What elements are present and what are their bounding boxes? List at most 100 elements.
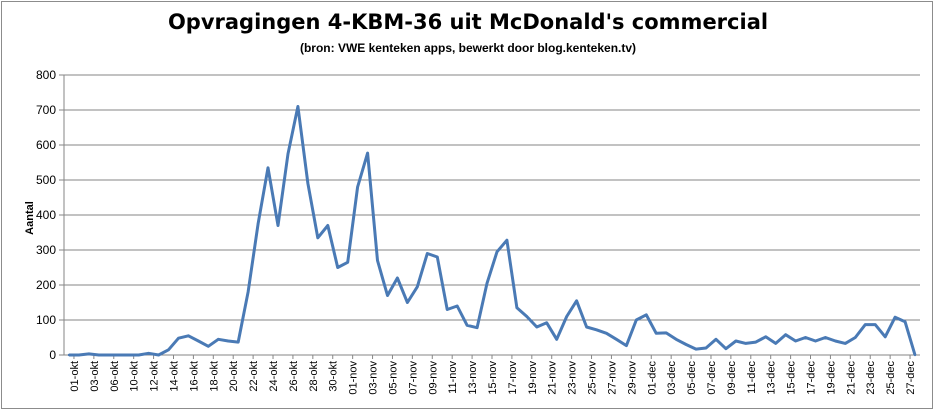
x-tick-label: 07-dec: [706, 361, 718, 395]
data-point: [515, 306, 519, 309]
data-point: [784, 333, 787, 336]
data-point: [625, 344, 628, 347]
series-line-path: [69, 105, 917, 357]
data-point: [545, 321, 548, 324]
data-point: [217, 338, 220, 341]
data-point: [754, 340, 757, 344]
data-point: [674, 338, 678, 341]
x-tick-label: 29-nov: [626, 361, 638, 395]
data-point: [804, 336, 807, 339]
data-point: [187, 334, 190, 337]
data-point: [286, 152, 290, 155]
x-tick-label: 25-dec: [885, 361, 897, 395]
data-point: [565, 315, 568, 318]
data-point: [495, 250, 499, 253]
data-point: [635, 318, 638, 322]
data-point: [296, 105, 300, 108]
data-point: [157, 353, 160, 357]
data-point: [884, 335, 887, 338]
data-point: [704, 346, 708, 350]
data-point: [67, 353, 71, 357]
data-point: [276, 224, 280, 227]
chart-title: Opvragingen 4-KBM-36 uit McDonald's comm…: [167, 10, 769, 34]
x-tick-label: 06-okt: [109, 361, 121, 392]
data-point: [167, 348, 170, 351]
series-line: [67, 105, 917, 357]
y-tick-label: 100: [36, 313, 56, 327]
x-tick-label: 14-okt: [169, 361, 181, 392]
x-tick-label: 17-nov: [507, 361, 519, 395]
data-point: [446, 308, 449, 311]
data-point: [376, 259, 379, 262]
data-point: [97, 353, 101, 357]
x-tick-label: 15-dec: [786, 361, 798, 395]
x-tick-label: 15-nov: [487, 361, 499, 395]
data-point: [893, 316, 897, 319]
data-point: [127, 353, 130, 357]
data-point: [336, 266, 339, 269]
x-tick-label: 01-dec: [646, 361, 658, 395]
data-point: [485, 282, 489, 285]
x-tick-label: 19-dec: [825, 361, 837, 395]
y-tick-label: 700: [36, 103, 56, 117]
data-point: [684, 343, 688, 346]
data-point: [694, 347, 698, 351]
data-point: [197, 339, 200, 343]
y-tick-label: 800: [36, 68, 56, 82]
x-tick-label: 05-nov: [388, 361, 400, 395]
x-tick-label: 19-nov: [527, 361, 539, 395]
data-point: [306, 182, 310, 185]
x-tick-label: 10-okt: [129, 361, 141, 392]
data-point: [864, 323, 867, 326]
data-point: [615, 338, 618, 341]
data-point: [525, 315, 528, 318]
x-tick-label: 13-dec: [766, 361, 778, 395]
data-point: [834, 339, 837, 343]
data-point: [913, 353, 917, 357]
x-tick-label: 23-dec: [865, 361, 877, 395]
x-tick-label: 09-dec: [726, 361, 738, 395]
data-point: [147, 352, 150, 355]
x-tick-label: 01-okt: [69, 361, 81, 392]
x-tick-label: 16-okt: [188, 361, 200, 392]
x-tick-label: 21-dec: [845, 361, 857, 395]
data-point: [475, 326, 479, 329]
data-point: [406, 301, 409, 304]
y-axis-ticks: 0 100 200 300 400 500 600 700 800: [36, 68, 64, 362]
x-tick-label: 24-okt: [268, 361, 280, 392]
data-point: [386, 294, 389, 297]
y-tick-label: 0: [49, 348, 56, 362]
x-tick-label: 28-okt: [308, 361, 320, 392]
y-tick-label: 600: [36, 138, 56, 152]
data-point: [77, 353, 81, 357]
data-point: [505, 239, 509, 242]
data-point: [774, 342, 777, 345]
data-point: [724, 347, 728, 350]
data-point: [465, 324, 469, 327]
data-point: [595, 328, 598, 331]
x-tick-label: 03-okt: [89, 361, 101, 392]
data-point: [764, 335, 767, 338]
y-tick-label: 200: [36, 278, 56, 292]
data-point: [137, 353, 140, 357]
x-tick-label: 18-okt: [208, 361, 220, 392]
data-point: [246, 290, 250, 294]
data-point: [326, 224, 329, 227]
data-point: [366, 151, 369, 155]
y-tick-label: 500: [36, 173, 56, 187]
data-point: [426, 252, 429, 255]
data-point: [814, 339, 817, 343]
x-tick-label: 17-dec: [806, 361, 818, 395]
data-point: [266, 166, 270, 169]
x-tick-label: 05-dec: [686, 361, 698, 395]
data-point: [237, 340, 240, 344]
x-tick-label: 07-nov: [407, 361, 419, 395]
x-axis-ticks: 01-okt 03-okt 06-okt 10-okt 12-okt 14-okt 16-o…: [69, 355, 917, 395]
data-point: [207, 345, 210, 348]
y-tick-label: 300: [36, 243, 56, 257]
data-point: [436, 255, 439, 259]
data-point: [575, 299, 578, 302]
data-point: [416, 285, 419, 288]
data-point: [645, 313, 648, 316]
